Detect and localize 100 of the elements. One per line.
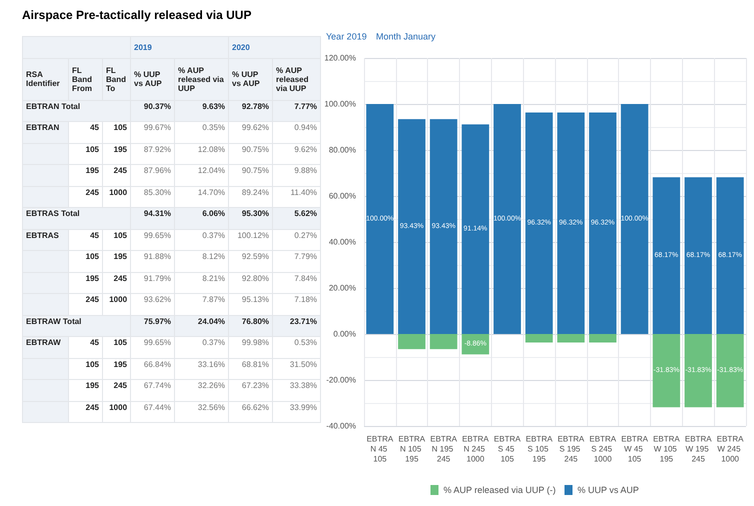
category-label: EBTRAN 45 105 <box>26 123 128 132</box>
text: 12.08% <box>198 144 226 154</box>
text: FL Band From <box>72 66 92 92</box>
text: 245 <box>86 188 99 196</box>
text: 87.96% <box>144 166 172 175</box>
text: 99.67% <box>144 123 172 132</box>
x-tick-label: EBTRAW 105 195 <box>653 434 680 464</box>
text: 105 <box>86 144 99 154</box>
text: % UUP vs AUP <box>232 70 260 88</box>
text: EBTRAW Total <box>26 316 82 326</box>
text: 7.84% <box>294 274 318 282</box>
text: Airspace Pre-tactically released via UUP <box>22 8 252 22</box>
text: 95.13% <box>242 295 270 304</box>
bar <box>462 124 490 334</box>
text: % UUP vs AUP <box>134 70 162 88</box>
text: 94.31% <box>144 209 172 218</box>
text: 33.38% <box>290 381 318 390</box>
text: 95.30% <box>242 209 270 218</box>
text: RSA Identifier <box>26 70 60 88</box>
x-tick-label: EBTRAN 195 245 <box>430 434 458 464</box>
text: 85.30% <box>144 188 172 196</box>
x-tick-label: EBTRAN 45 105 <box>366 434 394 464</box>
x-tick-label: EBTRAS 195 245 <box>558 434 585 464</box>
text: 0.35% <box>202 123 226 132</box>
text: 99.98% <box>242 338 270 347</box>
text: 67.23% <box>242 381 270 390</box>
bar <box>430 334 458 350</box>
text: 195 <box>86 274 99 282</box>
y-tick-label: 120.00% <box>324 54 356 62</box>
text: 75.97% <box>144 316 172 326</box>
bar <box>494 104 521 334</box>
text: 0.37% <box>202 338 226 347</box>
text: 91.79% <box>144 274 172 282</box>
x-tick-label: EBTRAW 245 1000 <box>716 434 744 464</box>
text: 245 <box>114 166 128 175</box>
text: 195 <box>86 381 99 390</box>
text: 8.12% <box>202 252 226 261</box>
text: 195 <box>114 360 128 368</box>
text: 31.50% <box>290 360 318 368</box>
legend-label: % UUP vs AUP <box>578 485 639 495</box>
bar <box>557 112 585 334</box>
text: 7.18% <box>294 295 318 304</box>
x-tick-label: EBTRAW 45 105 <box>621 434 649 464</box>
text: 6.06% <box>202 209 226 218</box>
category-label: EBTRAW 45 105 <box>26 338 128 347</box>
text: 195 <box>114 144 128 154</box>
bar <box>684 177 712 334</box>
text: 7.77% <box>294 102 318 110</box>
bar <box>398 334 426 350</box>
bar <box>716 334 744 408</box>
legend-label: % AUP released via UUP (-) <box>443 485 556 495</box>
text: 9.63% <box>202 102 226 110</box>
bar <box>589 334 616 343</box>
text: 245 <box>86 295 99 304</box>
text: 67.44% <box>144 402 172 412</box>
text: 92.59% <box>242 252 270 261</box>
y-tick-label: -40.00% <box>326 422 356 430</box>
y-tick-label: 100.00% <box>324 100 356 108</box>
text: 33.16% <box>198 360 226 368</box>
text: 11.40% <box>290 188 318 196</box>
text: 245 <box>86 402 99 412</box>
x-tick-label: EBTRAN 105 195 <box>398 434 426 464</box>
text: FL Band To <box>106 66 126 92</box>
text: % AUP released via UUP <box>276 66 308 92</box>
text: 93.62% <box>144 295 172 304</box>
text: 87.92% <box>144 144 172 154</box>
bar <box>620 104 648 334</box>
text: 2020 <box>232 42 250 52</box>
text: 90.75% <box>242 144 270 154</box>
x-tick-label: EBTRAS 105 195 <box>526 434 554 464</box>
bar <box>684 334 712 408</box>
y-tick-label: -20.00% <box>326 376 356 384</box>
bar <box>398 119 426 334</box>
bar <box>652 177 680 334</box>
text: 0.94% <box>294 123 318 132</box>
text: 90.37% <box>144 102 172 110</box>
text: 12.04% <box>198 166 226 175</box>
bar <box>589 112 616 334</box>
text: 0.27% <box>294 230 318 240</box>
y-tick-label: 0.00% <box>333 330 356 338</box>
y-tick-label: 80.00% <box>328 146 356 154</box>
bar <box>716 177 744 334</box>
text: 8.21% <box>202 274 226 282</box>
text: 7.87% <box>202 295 226 304</box>
text: 99.65% <box>144 230 172 240</box>
bar <box>652 334 680 408</box>
text: 32.26% <box>198 381 226 390</box>
text: 7.79% <box>294 252 318 261</box>
text: Year 2019 <box>326 32 367 42</box>
text: 1000 <box>109 295 128 304</box>
text: 89.24% <box>242 188 270 196</box>
text: 91.88% <box>144 252 172 261</box>
text: 76.80% <box>242 316 270 326</box>
text: 100.12% <box>237 230 270 240</box>
text: 0.53% <box>294 338 318 347</box>
text: 33.99% <box>290 402 318 412</box>
text: 68.81% <box>242 360 270 368</box>
x-tick-label: EBTRAN 245 1000 <box>462 434 490 464</box>
text: 0.37% <box>202 230 226 240</box>
text: Month January <box>376 32 436 42</box>
